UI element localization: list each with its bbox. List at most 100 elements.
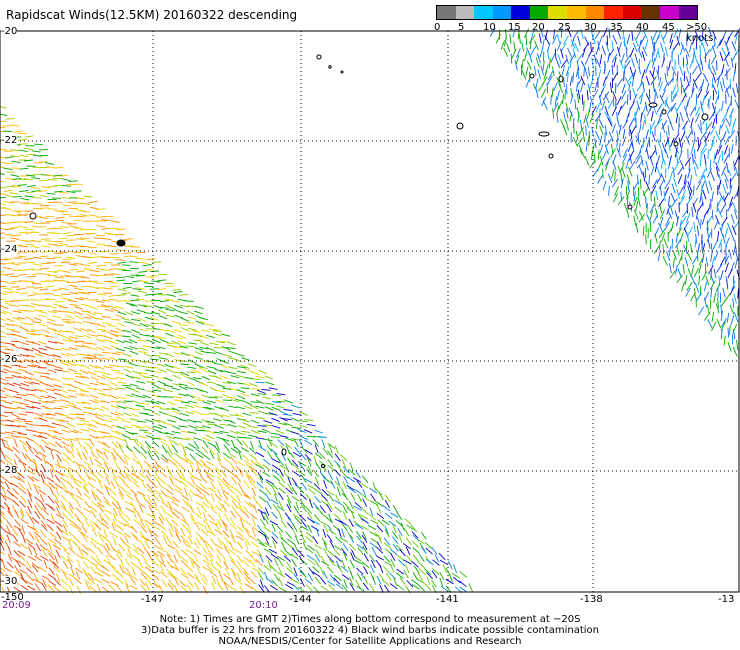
wind-barb <box>342 511 348 520</box>
wind-barb <box>243 571 250 580</box>
wind-barb <box>87 232 97 235</box>
wind-barb <box>178 359 188 362</box>
wind-barb <box>315 462 322 471</box>
wind-barb <box>567 27 572 38</box>
wind-barb <box>228 366 238 370</box>
wind-barb <box>0 173 5 175</box>
wind-barb <box>595 102 601 113</box>
wind-barb <box>453 564 458 574</box>
wind-barb <box>6 282 16 285</box>
wind-barb <box>50 513 55 522</box>
wind-barb <box>54 483 63 489</box>
wind-barb <box>96 488 104 495</box>
wind-barb <box>445 578 454 585</box>
wind-barb <box>7 546 12 556</box>
wind-barb <box>82 321 92 324</box>
wind-barb <box>47 327 57 332</box>
wind-barb <box>206 400 216 404</box>
wind-barb <box>327 471 333 480</box>
wind-barb <box>138 429 148 432</box>
wind-barb <box>180 327 190 332</box>
wind-barb <box>683 106 689 116</box>
wind-barb <box>405 524 414 530</box>
wind-barb <box>18 500 26 508</box>
wind-barb <box>164 377 173 382</box>
wind-barb <box>342 551 348 561</box>
wind-barb <box>140 572 148 580</box>
wind-barb <box>343 579 348 589</box>
wind-barb <box>109 531 118 538</box>
wind-barb <box>0 280 7 283</box>
wind-barb <box>233 548 243 554</box>
wind-barb <box>489 27 496 37</box>
wind-barb <box>133 438 140 447</box>
wind-barb <box>97 305 107 308</box>
wind-barb <box>136 387 146 391</box>
wind-barb <box>649 155 654 166</box>
wind-barb <box>223 457 231 464</box>
wind-barb <box>706 168 712 178</box>
wind-barb <box>664 99 670 110</box>
wind-barb <box>641 105 647 116</box>
wind-barb <box>165 489 174 496</box>
wind-barb <box>644 101 648 112</box>
wind-barb <box>80 303 90 307</box>
wind-barb <box>372 575 376 585</box>
wind-barb <box>117 425 126 430</box>
wind-barb <box>87 387 96 391</box>
wind-barb <box>645 129 649 140</box>
wind-barb <box>229 494 237 503</box>
wind-barb <box>349 582 355 592</box>
wind-barb <box>201 418 210 424</box>
wind-barb <box>662 30 669 40</box>
wind-barb <box>243 556 251 563</box>
wind-barb <box>734 34 738 45</box>
wind-barb <box>125 552 133 560</box>
wind-barb <box>188 342 198 345</box>
wind-barb <box>117 400 127 404</box>
wind-barb <box>124 311 134 316</box>
wind-barb <box>301 482 308 491</box>
wind-barb <box>47 305 57 309</box>
wind-barb <box>574 42 579 53</box>
wind-barb <box>236 530 244 538</box>
wind-barb <box>459 580 467 588</box>
wind-barb <box>290 553 299 560</box>
wind-barb <box>272 401 282 404</box>
wind-barb <box>97 546 104 555</box>
wind-barb <box>690 124 694 135</box>
wind-barb <box>160 300 170 303</box>
wind-barb <box>384 512 393 519</box>
wind-barb <box>530 45 537 56</box>
wind-barb <box>97 324 107 328</box>
wind-barb <box>75 495 84 501</box>
wind-barb <box>172 512 180 519</box>
wind-barb <box>102 435 112 438</box>
wind-barb <box>356 543 365 550</box>
wind-barb <box>691 65 698 75</box>
wind-barb <box>195 487 203 495</box>
wind-barb <box>283 409 293 411</box>
wind-barb <box>65 275 76 278</box>
wind-barb <box>69 292 79 295</box>
wind-barb <box>676 101 683 111</box>
wind-barb <box>40 262 50 265</box>
wind-barb <box>178 425 188 428</box>
legend-swatch-12 <box>659 6 679 19</box>
wind-barb <box>304 449 313 455</box>
wind-barb <box>108 387 118 391</box>
wind-barb <box>152 440 160 448</box>
wind-barb <box>115 441 124 448</box>
wind-barb <box>160 338 169 344</box>
island-outline <box>116 239 126 247</box>
wind-barb <box>268 548 278 554</box>
wind-barb <box>26 174 36 177</box>
wind-barb <box>136 395 146 399</box>
wind-barb <box>186 371 196 374</box>
wind-barb <box>89 586 97 593</box>
wind-barb <box>73 262 83 265</box>
wind-barb <box>664 46 668 57</box>
wind-barb <box>44 345 54 350</box>
wind-barb <box>98 534 105 543</box>
wind-barb <box>425 547 433 555</box>
